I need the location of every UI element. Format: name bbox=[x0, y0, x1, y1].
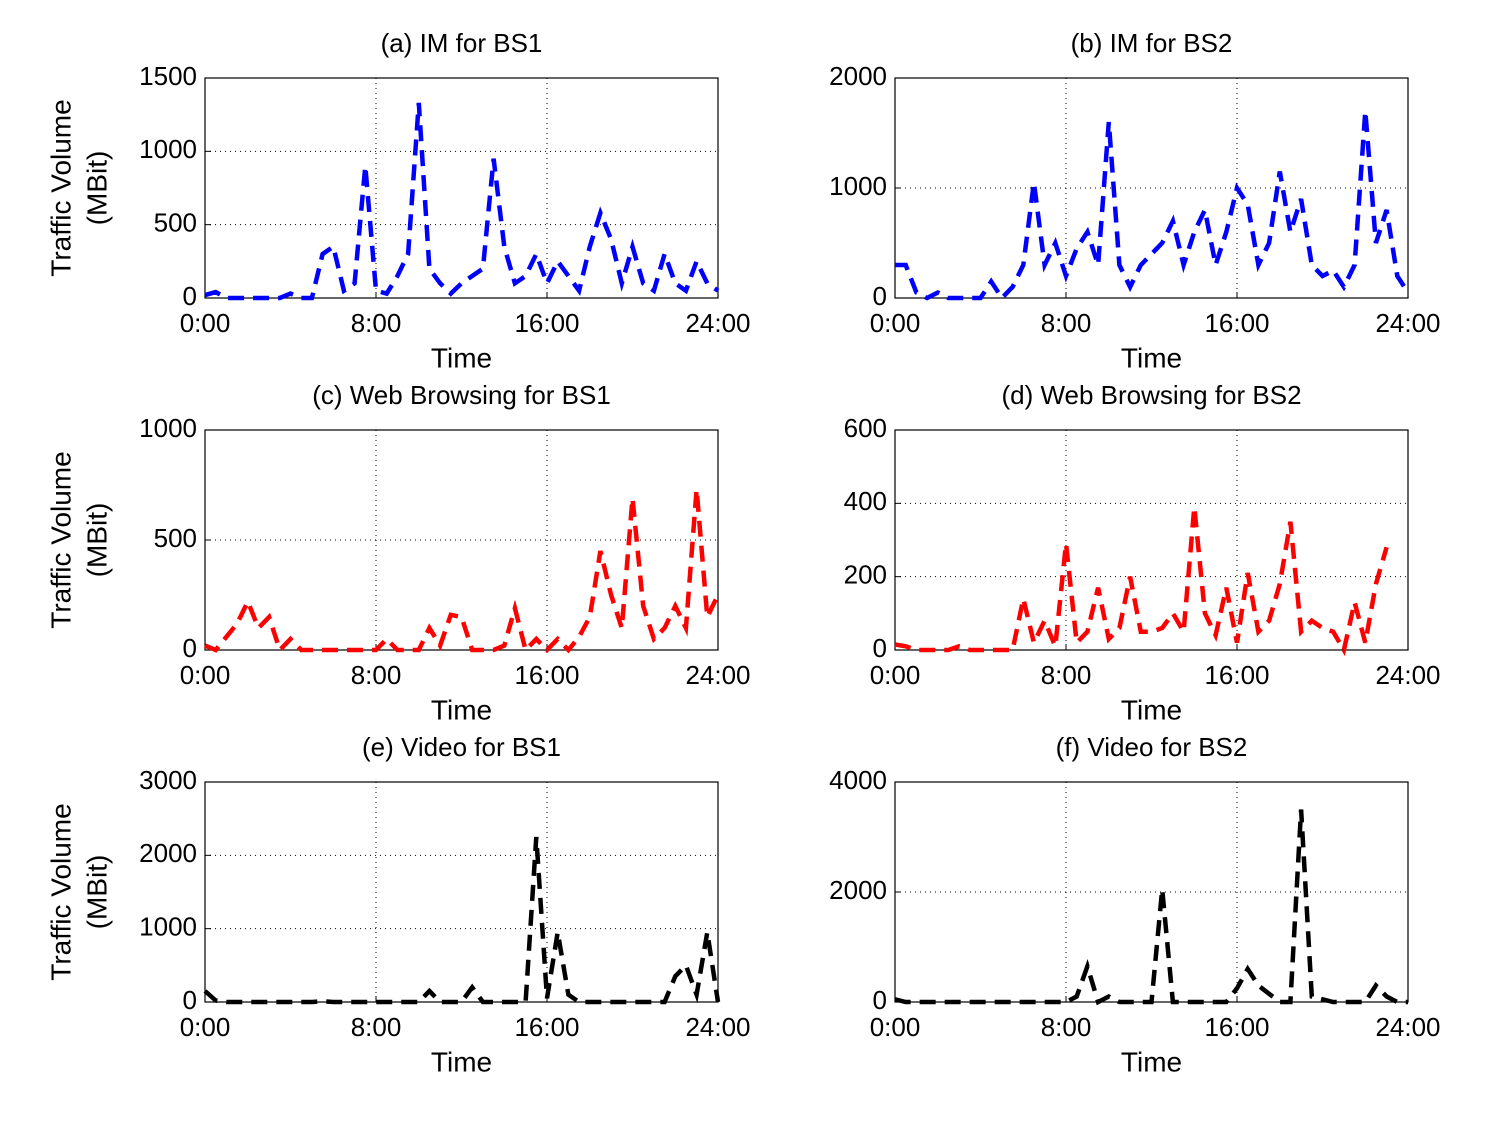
plot-frame bbox=[894, 77, 1409, 299]
y-tick-label: 200 bbox=[844, 560, 887, 590]
x-tick-label: 24:00 bbox=[1375, 660, 1440, 690]
x-tick-label: 24:00 bbox=[1375, 308, 1440, 338]
y-tick-label: 600 bbox=[844, 413, 887, 443]
x-tick-label: 24:00 bbox=[685, 660, 750, 690]
data-line bbox=[895, 110, 1410, 302]
y-tick-label: 0 bbox=[183, 281, 197, 311]
chart-title: (c) Web Browsing for BS1 bbox=[312, 380, 611, 410]
x-tick-label: 0:00 bbox=[180, 308, 231, 338]
x-tick-label: 8:00 bbox=[1041, 660, 1092, 690]
x-tick-label: 24:00 bbox=[1375, 1012, 1440, 1042]
x-axis-label: Time bbox=[1121, 694, 1182, 725]
y-tick-label: 500 bbox=[154, 208, 197, 238]
plot-frame bbox=[894, 781, 1409, 1003]
x-tick-label: 8:00 bbox=[351, 660, 402, 690]
data-line bbox=[203, 836, 721, 1005]
x-tick-label: 16:00 bbox=[514, 660, 579, 690]
x-axis-label: Time bbox=[1121, 1046, 1182, 1077]
plot-frame bbox=[894, 429, 1409, 651]
x-axis-label: Time bbox=[431, 1046, 492, 1077]
y-tick-label: 0 bbox=[873, 281, 887, 311]
y-axis-label: (MBit) bbox=[81, 151, 112, 226]
x-tick-label: 0:00 bbox=[180, 660, 231, 690]
chart-title: (d) Web Browsing for BS2 bbox=[1001, 380, 1301, 410]
x-tick-label: 0:00 bbox=[180, 1012, 231, 1042]
y-axis-label: (MBit) bbox=[81, 855, 112, 930]
y-tick-label: 4000 bbox=[829, 765, 887, 795]
y-tick-label: 0 bbox=[873, 633, 887, 663]
y-tick-label: 0 bbox=[183, 985, 197, 1015]
y-tick-label: 2000 bbox=[829, 61, 887, 91]
y-tick-label: 1500 bbox=[139, 61, 197, 91]
x-tick-label: 16:00 bbox=[514, 308, 579, 338]
y-tick-label: 1000 bbox=[139, 134, 197, 164]
plot-frame bbox=[204, 429, 719, 651]
y-axis-label: (MBit) bbox=[81, 503, 112, 578]
y-tick-label: 500 bbox=[154, 523, 197, 553]
x-tick-label: 0:00 bbox=[870, 1012, 921, 1042]
x-tick-label: 8:00 bbox=[1041, 1012, 1092, 1042]
y-tick-label: 2000 bbox=[829, 875, 887, 905]
x-tick-label: 8:00 bbox=[351, 308, 402, 338]
data-line bbox=[204, 102, 720, 301]
x-axis-label: Time bbox=[431, 342, 492, 373]
plot-frame bbox=[204, 781, 719, 1003]
chart-title: (b) IM for BS2 bbox=[1071, 28, 1233, 58]
x-tick-label: 16:00 bbox=[1204, 308, 1269, 338]
y-axis-label: Traffic Volume bbox=[45, 803, 76, 980]
chart-title: (f) Video for BS2 bbox=[1056, 732, 1248, 762]
x-tick-label: 24:00 bbox=[685, 308, 750, 338]
x-tick-label: 0:00 bbox=[870, 308, 921, 338]
x-axis-label: Time bbox=[1121, 342, 1182, 373]
chart-title: (e) Video for BS1 bbox=[362, 732, 561, 762]
y-tick-label: 400 bbox=[844, 486, 887, 516]
x-tick-label: 0:00 bbox=[870, 660, 921, 690]
plot-frame bbox=[204, 77, 719, 299]
data-line bbox=[894, 809, 1408, 1006]
y-tick-label: 1000 bbox=[139, 912, 197, 942]
y-tick-label: 0 bbox=[183, 633, 197, 663]
x-tick-label: 24:00 bbox=[685, 1012, 750, 1042]
x-tick-label: 8:00 bbox=[1041, 308, 1092, 338]
y-tick-label: 1000 bbox=[139, 413, 197, 443]
data-line bbox=[204, 489, 721, 655]
y-tick-label: 0 bbox=[873, 985, 887, 1015]
x-tick-label: 16:00 bbox=[1204, 1012, 1269, 1042]
x-axis-label: Time bbox=[431, 694, 492, 725]
y-tick-label: 3000 bbox=[139, 765, 197, 795]
y-axis-label: Traffic Volume bbox=[45, 451, 76, 628]
y-tick-label: 1000 bbox=[829, 171, 887, 201]
x-tick-label: 16:00 bbox=[1204, 660, 1269, 690]
y-axis-label: Traffic Volume bbox=[45, 99, 76, 276]
x-tick-label: 16:00 bbox=[514, 1012, 579, 1042]
x-tick-label: 8:00 bbox=[351, 1012, 402, 1042]
chart-title: (a) IM for BS1 bbox=[381, 28, 543, 58]
data-line bbox=[894, 506, 1389, 657]
y-tick-label: 2000 bbox=[139, 838, 197, 868]
